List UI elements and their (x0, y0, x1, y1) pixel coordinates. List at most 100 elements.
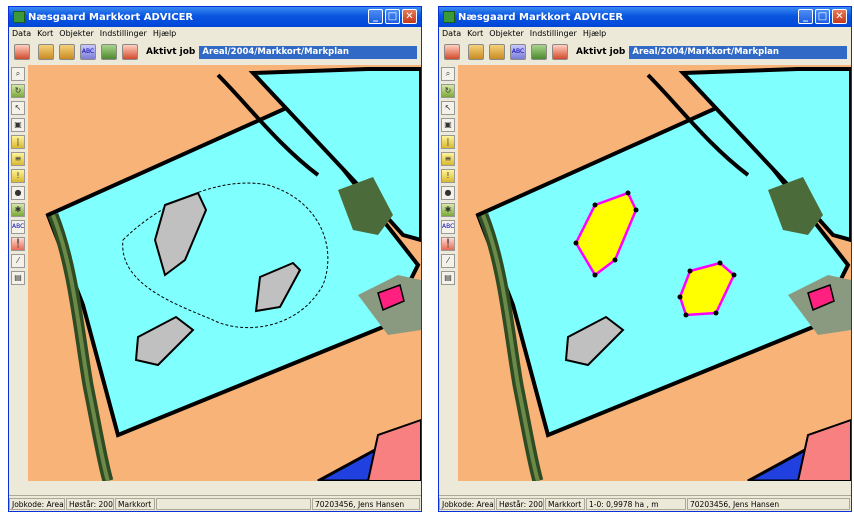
split-icon[interactable]: ⁄ (441, 254, 455, 268)
field-boundary (646, 73, 750, 177)
status-hostar: Høstår: 2004 (496, 497, 544, 510)
menu-objekter[interactable]: Objekter (59, 29, 94, 38)
ruler-icon[interactable]: | (441, 135, 455, 149)
crop-icon[interactable] (101, 44, 117, 60)
title-bar[interactable]: Næsgaard Markkort ADVICER _ □ ✕ (439, 7, 851, 27)
harvester-icon[interactable] (489, 44, 505, 60)
person-icon[interactable]: ● (11, 186, 25, 200)
menu-objekter[interactable]: Objekter (489, 29, 524, 38)
status-empty (156, 497, 311, 510)
tractor-icon[interactable] (38, 44, 54, 60)
marker-icon[interactable]: ! (441, 169, 455, 183)
farmstead (768, 177, 823, 235)
status-layer: Markkort (115, 497, 155, 510)
app-window-left: Næsgaard Markkort ADVICER _ □ ✕ Data Kor… (8, 6, 422, 512)
pin-icon[interactable]: ╿ (441, 237, 455, 251)
menu-indstillinger[interactable]: Indstillinger (529, 29, 577, 38)
status-measure: 1-0: 0,9978 ha , m (586, 497, 686, 510)
title-bar[interactable]: Næsgaard Markkort ADVICER _ □ ✕ (9, 7, 421, 27)
abc-tool-icon[interactable]: ABC (80, 44, 96, 60)
measure-icon[interactable]: ≡ (441, 152, 455, 166)
obstacle-2[interactable] (254, 261, 302, 313)
toolbar: ABC Aktivt job Areal/2004/Markkort/Markp… (439, 41, 851, 63)
plant-icon[interactable]: ✱ (441, 203, 455, 217)
plant-icon[interactable]: ✱ (11, 203, 25, 217)
abc-tool-icon[interactable]: ABC (510, 44, 526, 60)
building-icon[interactable] (444, 44, 460, 60)
farm-icon[interactable] (552, 44, 568, 60)
status-user: 70203456, Jens Hansen (312, 497, 420, 510)
window-title: Næsgaard Markkort ADVICER (28, 11, 194, 23)
minimize-button[interactable]: _ (368, 9, 383, 24)
measure-icon[interactable]: ≡ (11, 152, 25, 166)
menu-bar: Data Kort Objekter Indstillinger Hjælp (9, 27, 421, 40)
active-job-field[interactable]: Areal/2004/Markkort/Markplan (199, 45, 417, 59)
magnifier-icon[interactable]: ⌕ (441, 67, 455, 81)
maximize-button[interactable]: □ (385, 9, 400, 24)
menu-indstillinger[interactable]: Indstillinger (99, 29, 147, 38)
pointer-icon[interactable]: ↖ (11, 101, 25, 115)
map-view[interactable] (28, 65, 421, 495)
menu-bar: Data Kort Objekter Indstillinger Hjælp (439, 27, 851, 40)
farmstead (338, 177, 393, 235)
text-icon[interactable]: ABC (441, 220, 455, 234)
menu-data[interactable]: Data (12, 29, 32, 38)
menu-data[interactable]: Data (442, 29, 462, 38)
buffer-zone[interactable] (122, 182, 329, 329)
magnifier-icon[interactable]: ⌕ (11, 67, 25, 81)
menu-hjaelp[interactable]: Hjælp (152, 29, 177, 38)
split-icon[interactable]: ⁄ (11, 254, 25, 268)
marker-icon[interactable]: ! (11, 169, 25, 183)
status-layer: Markkort (545, 497, 585, 510)
obstacle-3[interactable] (134, 315, 195, 367)
status-bar: Jobkode: Areal Høstår: 2004 Markkort 702… (9, 495, 421, 511)
window-title: Næsgaard Markkort ADVICER (458, 11, 624, 23)
neighbor-field-upper-left (28, 65, 253, 125)
maximize-button[interactable]: □ (815, 9, 830, 24)
map-view[interactable] (458, 65, 851, 495)
refresh-icon[interactable]: ↻ (441, 84, 455, 98)
harvester-icon[interactable] (59, 44, 75, 60)
app-icon (443, 11, 455, 23)
close-button[interactable]: ✕ (832, 9, 847, 24)
active-job-field[interactable]: Areal/2004/Markkort/Markplan (629, 45, 847, 59)
print-icon[interactable]: ▤ (441, 271, 455, 285)
select-area-icon[interactable]: ▣ (441, 118, 455, 132)
farm-icon[interactable] (122, 44, 138, 60)
app-icon (13, 11, 25, 23)
pointer-icon[interactable]: ↖ (441, 101, 455, 115)
print-icon[interactable]: ▤ (11, 271, 25, 285)
status-jobkode: Jobkode: Areal (9, 497, 65, 510)
status-jobkode: Jobkode: Areal (439, 497, 495, 510)
vertex-handles-2[interactable] (677, 260, 737, 318)
vertex-handles-1[interactable] (573, 190, 639, 278)
menu-hjaelp[interactable]: Hjælp (582, 29, 607, 38)
pink-parcel[interactable] (377, 284, 405, 312)
hedgerow-inner (51, 214, 110, 481)
building-icon[interactable] (14, 44, 30, 60)
pink-parcel[interactable] (807, 284, 835, 312)
refresh-icon[interactable]: ↻ (11, 84, 25, 98)
hedgerow-inner (481, 214, 540, 481)
salmon-area (796, 418, 851, 481)
status-bar: Jobkode: Areal Høstår: 2004 Markkort 1-0… (439, 495, 851, 511)
status-user: 70203456, Jens Hansen (687, 497, 850, 510)
text-icon[interactable]: ABC (11, 220, 25, 234)
active-job-label: Aktivt job (576, 47, 626, 57)
menu-kort[interactable]: Kort (467, 29, 484, 38)
select-area-icon[interactable]: ▣ (11, 118, 25, 132)
close-button[interactable]: ✕ (402, 9, 417, 24)
toolbar: ABC Aktivt job Areal/2004/Markkort/Markp… (9, 41, 421, 63)
minimize-button[interactable]: _ (798, 9, 813, 24)
left-toolbar: ⌕ ↻ ↖ ▣ | ≡ ! ● ✱ ABC ╿ ⁄ ▤ (9, 65, 27, 495)
pin-icon[interactable]: ╿ (11, 237, 25, 251)
tractor-icon[interactable] (468, 44, 484, 60)
app-window-right: Næsgaard Markkort ADVICER _ □ ✕ Data Kor… (438, 6, 852, 512)
obstacle-3[interactable] (564, 315, 625, 367)
active-job-label: Aktivt job (146, 47, 196, 57)
person-icon[interactable]: ● (441, 186, 455, 200)
crop-icon[interactable] (531, 44, 547, 60)
ruler-icon[interactable]: | (11, 135, 25, 149)
obstacle-1[interactable] (153, 191, 208, 277)
menu-kort[interactable]: Kort (37, 29, 54, 38)
